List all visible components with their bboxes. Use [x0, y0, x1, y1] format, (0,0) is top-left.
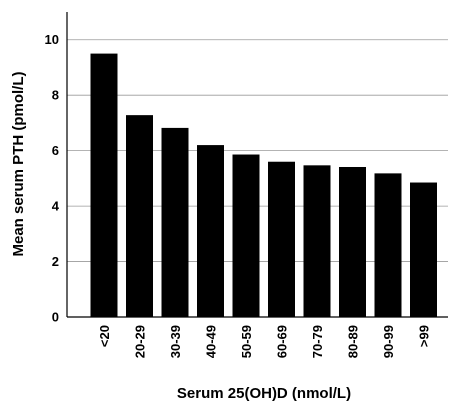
x-tick-label: 60-69 — [275, 325, 290, 358]
bar-1 — [126, 115, 153, 318]
x-tick-label: 30-39 — [168, 325, 183, 358]
y-tick-label: 10 — [45, 32, 59, 47]
x-tick-label: 20-29 — [133, 325, 148, 358]
y-tick-label: 4 — [52, 199, 60, 214]
y-tick-labels: 0 2 4 6 8 10 — [45, 32, 60, 324]
bar-3 — [197, 145, 224, 317]
y-axis-label: Mean serum PTH (pmol/L) — [10, 71, 27, 256]
bar-0 — [90, 53, 118, 317]
x-tick-label: <20 — [97, 325, 112, 347]
bar-7 — [339, 166, 366, 317]
x-tick-labels: <20 20-29 30-39 40-49 50-59 60-69 70-79 80-89 90… — [97, 325, 432, 358]
bars — [90, 53, 437, 318]
x-tick-label: 40-49 — [204, 325, 219, 358]
x-tick-label: >99 — [417, 325, 432, 347]
x-tick-label: 80-89 — [346, 325, 361, 358]
y-tick-label: 6 — [52, 143, 59, 158]
y-tick-label: 0 — [52, 310, 59, 325]
bar-6 — [303, 165, 331, 317]
bar-5 — [268, 161, 295, 317]
x-tick-label: 70-79 — [310, 325, 325, 358]
bar-2 — [161, 127, 189, 318]
bar-9 — [410, 182, 437, 317]
y-tick-label: 2 — [52, 254, 59, 269]
x-tick-label: 90-99 — [381, 325, 396, 358]
bar-4 — [232, 154, 260, 317]
bar-8 — [374, 173, 402, 317]
x-axis-label: Serum 25(OH)D (nmol/L) — [177, 385, 351, 402]
x-tick-label: 50-59 — [239, 325, 254, 358]
y-tick-label: 8 — [52, 88, 59, 103]
